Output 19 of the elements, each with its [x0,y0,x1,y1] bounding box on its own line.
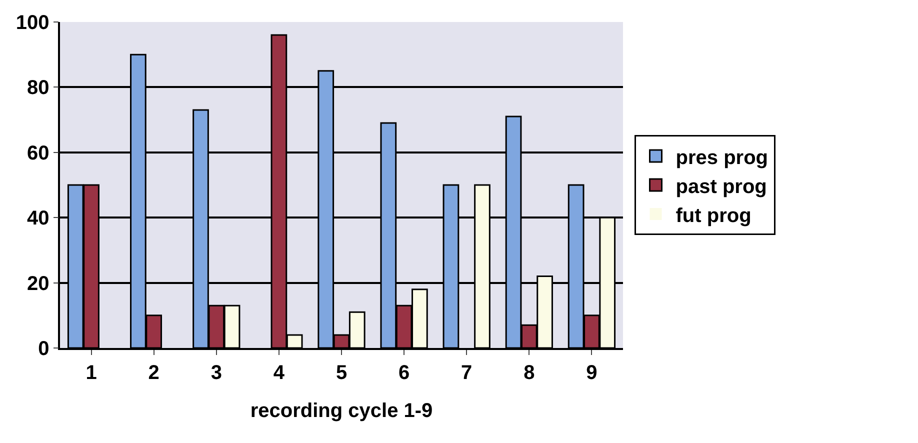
y-tick-label: 60 [27,142,50,164]
legend-label: fut prog [676,204,752,227]
y-tick-label: 20 [27,272,50,295]
x-tick-label: 8 [524,362,535,384]
x-tick-label: 1 [86,362,97,384]
legend-label: past prog [676,176,767,198]
y-tick-label: 40 [27,208,50,230]
x-tick-label: 4 [273,362,286,384]
legend-label: pres prog [676,146,768,169]
x-tick-label: 3 [210,362,222,384]
y-tick-label: 80 [27,77,50,100]
x-tick-label: 5 [336,362,348,384]
y-tick-label: 0 [38,338,50,360]
y-tick-label: 100 [16,12,50,34]
x-tick-label: 9 [586,362,598,384]
x-axis-title: recording cycle 1-9 [250,400,433,422]
x-tick-label: 2 [148,362,160,384]
x-tick-label: 7 [461,362,472,384]
x-tick-label: 6 [398,362,410,384]
